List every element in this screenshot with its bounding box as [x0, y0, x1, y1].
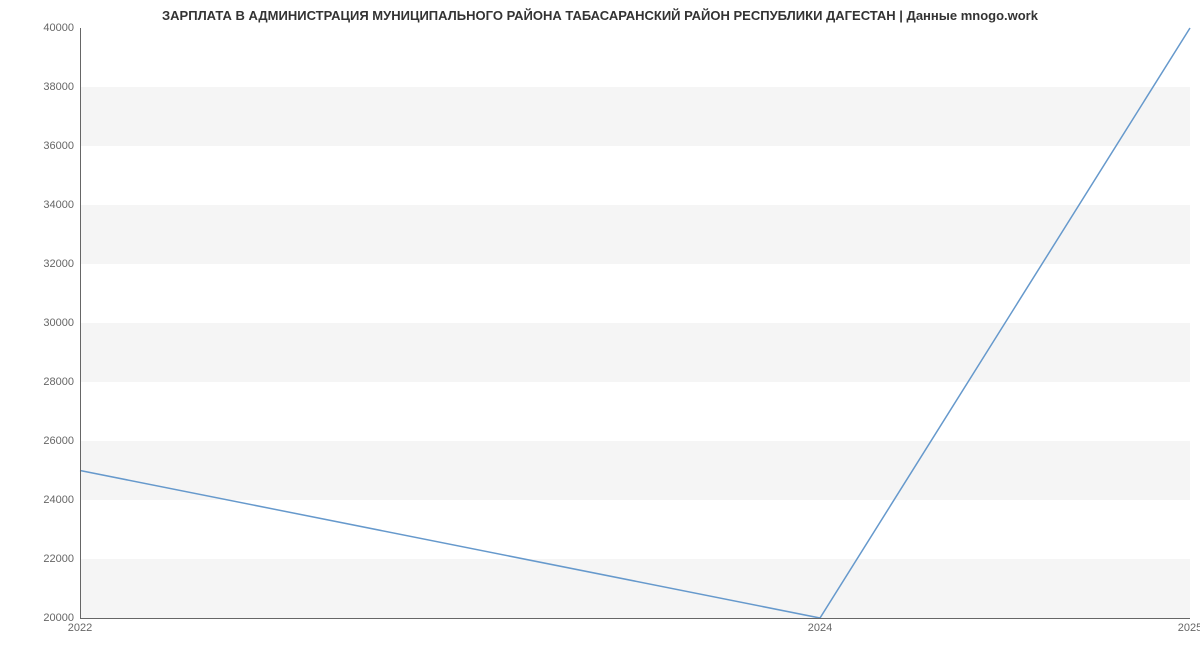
y-tick-label: 24000	[43, 494, 80, 506]
plot-area: 2000022000240002600028000300003200034000…	[80, 28, 1190, 618]
y-tick-label: 32000	[43, 258, 80, 270]
y-tick-label: 34000	[43, 199, 80, 211]
salary-line	[80, 28, 1190, 618]
y-tick-label: 30000	[43, 317, 80, 329]
x-tick-label: 2022	[68, 618, 92, 634]
y-tick-label: 36000	[43, 140, 80, 152]
y-tick-label: 22000	[43, 553, 80, 565]
y-tick-label: 26000	[43, 435, 80, 447]
y-tick-label: 28000	[43, 376, 80, 388]
y-tick-label: 38000	[43, 81, 80, 93]
x-axis-line	[80, 618, 1190, 619]
x-tick-label: 2025	[1178, 618, 1200, 634]
y-axis-line	[80, 28, 81, 618]
y-tick-label: 40000	[43, 22, 80, 34]
chart-container: 2000022000240002600028000300003200034000…	[0, 22, 1200, 650]
x-tick-label: 2024	[808, 618, 832, 634]
line-series	[80, 28, 1190, 618]
